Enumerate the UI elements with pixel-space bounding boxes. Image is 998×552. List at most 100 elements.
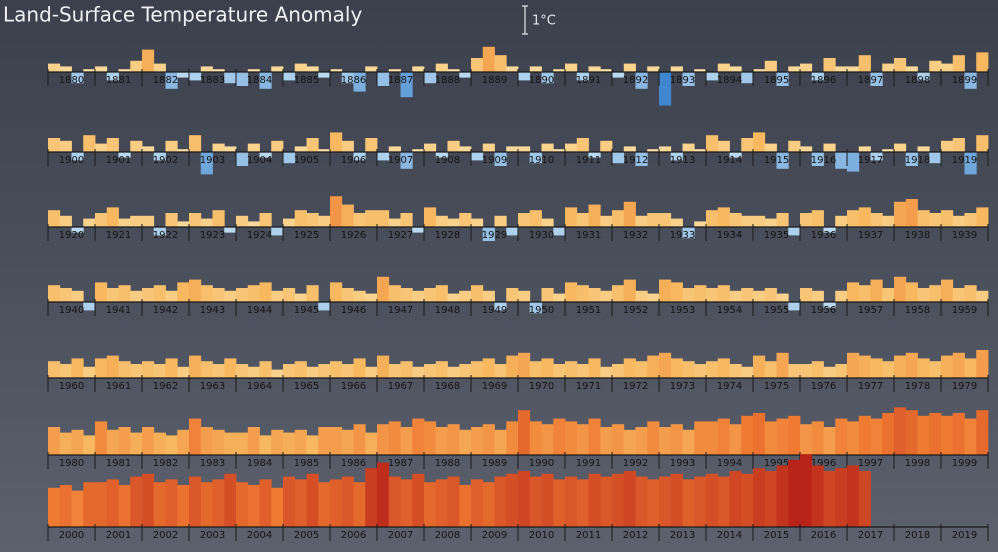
bar	[788, 459, 801, 527]
bar	[224, 473, 237, 527]
bar	[670, 424, 683, 455]
year-label: 1920	[59, 230, 84, 241]
bar	[905, 199, 918, 227]
bar	[247, 427, 260, 455]
year-label: 1954	[717, 305, 742, 316]
bar	[318, 215, 331, 227]
bar	[400, 479, 413, 527]
bar	[929, 213, 942, 227]
year-label: 1957	[858, 305, 883, 316]
bar	[964, 358, 977, 378]
bar	[377, 152, 390, 161]
bar	[800, 424, 813, 455]
year-label: 1929	[482, 230, 507, 241]
bar	[941, 415, 954, 455]
bar	[753, 355, 766, 378]
bar	[106, 138, 119, 152]
bar	[189, 213, 202, 227]
bar	[529, 152, 542, 164]
bar	[952, 138, 965, 152]
bar	[177, 282, 190, 302]
bar	[729, 213, 742, 227]
bar	[83, 218, 96, 227]
bar	[764, 421, 777, 455]
year-label: 1933	[670, 230, 695, 241]
bar	[870, 418, 883, 455]
bar	[200, 66, 213, 72]
year-label: 1931	[576, 230, 601, 241]
bar	[506, 288, 519, 302]
bar	[447, 293, 460, 302]
bar	[858, 355, 871, 378]
bar	[670, 218, 683, 227]
bar	[565, 476, 578, 527]
bar	[635, 72, 648, 89]
bar	[600, 427, 613, 455]
bar	[412, 473, 425, 527]
bar	[259, 361, 272, 378]
bar	[459, 290, 472, 302]
bar	[518, 410, 531, 455]
bar	[306, 435, 319, 455]
year-label: 2012	[623, 530, 648, 541]
year-label: 1973	[670, 381, 695, 392]
bar	[283, 72, 296, 81]
bar	[341, 429, 354, 455]
bar	[212, 69, 225, 72]
bar	[976, 207, 989, 227]
bar	[95, 282, 108, 302]
bar	[823, 471, 836, 527]
bar	[471, 361, 484, 378]
bar	[800, 146, 813, 152]
bar	[482, 290, 495, 302]
year-label: 1898	[905, 75, 930, 86]
bar	[882, 361, 895, 378]
bar	[788, 66, 801, 72]
year-label: 1928	[435, 230, 460, 241]
year-label: 1942	[153, 305, 178, 316]
bar	[800, 364, 813, 378]
bar	[271, 429, 284, 455]
bar	[941, 355, 954, 378]
bar	[71, 227, 84, 233]
bar	[894, 58, 907, 72]
bar	[200, 152, 213, 175]
bar	[964, 72, 977, 89]
bar	[976, 290, 989, 302]
year-label: 1966	[341, 381, 366, 392]
year-label: 2002	[153, 530, 178, 541]
year-label: 1891	[576, 75, 601, 86]
bar	[964, 418, 977, 455]
bar	[894, 355, 907, 378]
bar	[929, 285, 942, 302]
bar	[306, 366, 319, 378]
bar	[741, 288, 754, 302]
year-label: 2005	[294, 530, 319, 541]
bar	[200, 218, 213, 227]
bar	[905, 152, 918, 166]
bar	[612, 210, 625, 227]
bar	[259, 435, 272, 455]
bar	[952, 288, 965, 302]
bar	[811, 152, 824, 166]
year-label: 1930	[529, 230, 554, 241]
bar	[694, 364, 707, 378]
bar	[153, 432, 166, 455]
bar	[318, 72, 331, 78]
bar	[412, 227, 425, 233]
bar	[377, 210, 390, 227]
bar	[894, 276, 907, 302]
bar	[541, 143, 554, 152]
bar	[800, 63, 813, 72]
bar	[565, 63, 578, 72]
bar	[388, 364, 401, 378]
bar	[247, 143, 260, 152]
bar	[259, 213, 272, 227]
bar	[753, 69, 766, 72]
bar	[694, 421, 707, 455]
bar	[330, 196, 343, 227]
bar	[318, 302, 331, 311]
bar	[635, 427, 648, 455]
bar	[741, 366, 754, 378]
bar	[424, 288, 437, 302]
